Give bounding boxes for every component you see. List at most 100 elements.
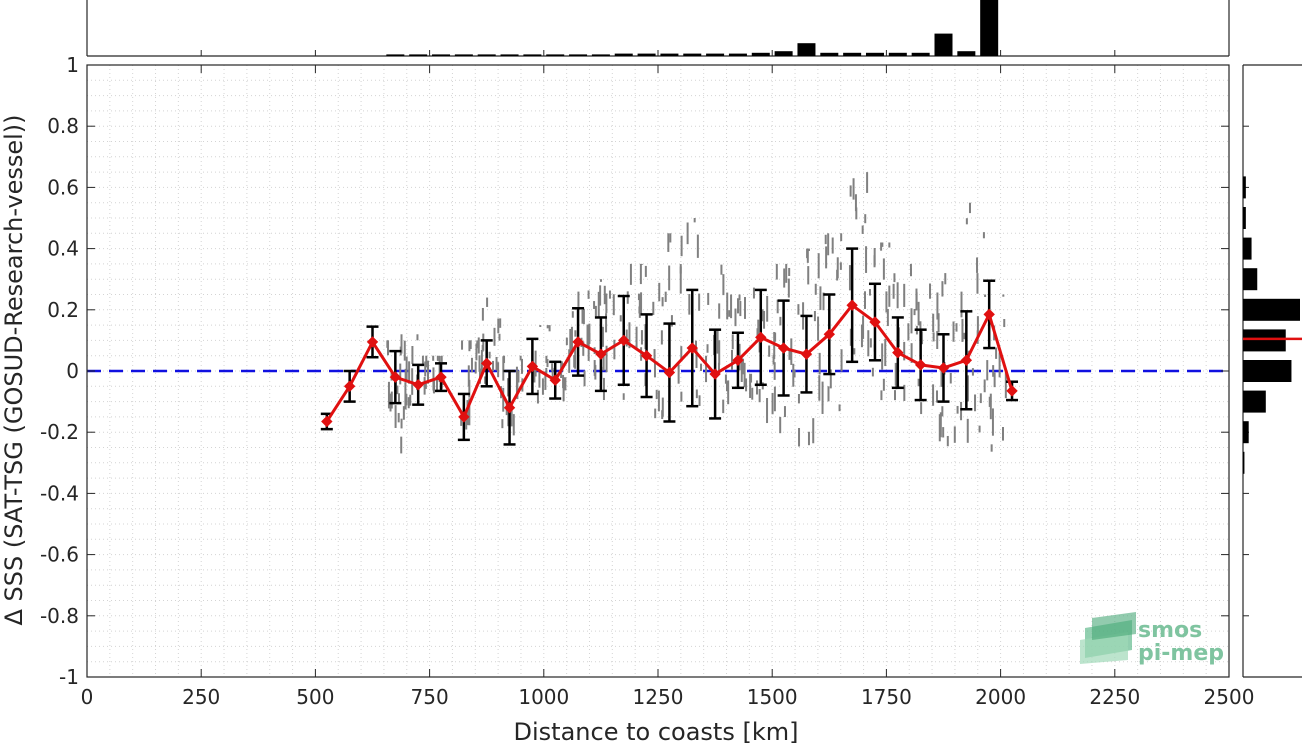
- y-tick-label: 0: [66, 359, 79, 383]
- top-hist-bar: [569, 54, 588, 56]
- top-hist-bar: [660, 53, 679, 56]
- y-tick-label: -0.4: [40, 481, 79, 505]
- logo-line1: smos: [1138, 618, 1202, 643]
- top-hist-bar: [500, 54, 519, 56]
- mean-point: [389, 371, 402, 383]
- mean-point: [983, 308, 995, 321]
- mean-point: [960, 354, 973, 366]
- mean-point: [800, 348, 813, 360]
- y-tick-label: 0.6: [47, 175, 79, 199]
- x-tick-label: 1000: [518, 685, 569, 709]
- top-hist-bar: [751, 52, 770, 56]
- axis-ticks: 0 250 500 750 1000 1250 1500 1750 2000 2250 2500 -1…: [40, 50, 1254, 709]
- top-hist-bar: [706, 53, 725, 56]
- mean-point: [777, 342, 790, 354]
- mean-point: [709, 368, 721, 380]
- right-hist-bar: [1243, 390, 1266, 413]
- smos-pimep-logo: smos pi-mep: [1080, 612, 1224, 666]
- mean-point: [321, 415, 333, 428]
- right-hist-bar: [1243, 329, 1286, 352]
- mean-line: [321, 299, 1018, 428]
- mean-point: [914, 359, 927, 371]
- top-hist-bar: [591, 54, 610, 56]
- right-hist-bar: [1243, 176, 1246, 199]
- mean-point: [663, 366, 676, 379]
- y-tick-label: -0.8: [40, 604, 79, 628]
- top-hist-bar: [911, 52, 930, 56]
- top-hist-bar: [820, 52, 839, 56]
- logo-wave-icon: [1080, 612, 1136, 664]
- right-hist-bar: [1243, 237, 1252, 260]
- right-histogram: [1243, 176, 1302, 474]
- y-tick-label: -0.6: [40, 543, 79, 567]
- x-tick-label: 750: [411, 685, 449, 709]
- x-tick-label: 2500: [1204, 685, 1255, 709]
- top-histogram: [386, 0, 999, 56]
- x-tick-label: 1750: [861, 685, 912, 709]
- x-tick-label: 1250: [633, 685, 684, 709]
- x-tick-label: 500: [296, 685, 334, 709]
- top-hist-bar: [386, 54, 405, 56]
- x-tick-label: 1500: [747, 685, 798, 709]
- top-hist-bar: [546, 54, 565, 56]
- y-tick-label: 0.4: [47, 237, 79, 261]
- mean-point: [412, 379, 424, 391]
- right-hist-bar: [1243, 207, 1246, 229]
- top-hist-bar: [888, 52, 907, 56]
- top-hist-bar: [728, 53, 747, 56]
- right-hist-bar: [1243, 421, 1249, 444]
- top-hist-bar: [637, 53, 656, 56]
- mean-point: [869, 316, 881, 328]
- y-tick-label: -1: [59, 665, 79, 689]
- mean-point: [595, 348, 607, 360]
- logo-line2: pi-mep: [1138, 641, 1224, 666]
- mean-point: [618, 334, 630, 347]
- mean-point: [755, 331, 767, 344]
- top-hist-bar: [683, 53, 702, 56]
- mean-point: [458, 411, 470, 423]
- top-hist-bar: [934, 33, 953, 56]
- mean-point: [937, 362, 950, 374]
- top-hist-bar: [957, 51, 976, 56]
- scatter-points: [386, 172, 1007, 454]
- top-hist-bar: [477, 54, 496, 56]
- mean-point: [640, 349, 653, 362]
- right-hist-bar: [1243, 360, 1292, 382]
- mean-point: [435, 371, 447, 383]
- x-axis-label: Distance to coasts [km]: [514, 718, 799, 745]
- mean-point: [572, 336, 584, 348]
- y-axis-label: Δ SSS (SAT-TSG (GOSUD-Research-vessel)): [0, 114, 28, 625]
- x-tick-label: 2250: [1089, 685, 1140, 709]
- top-hist-bar: [980, 0, 999, 56]
- mean-point: [686, 342, 698, 354]
- right-hist-bar: [1243, 451, 1245, 474]
- top-hist-bar: [432, 54, 451, 56]
- mean-point: [503, 402, 516, 414]
- y-tick-label: 0.2: [47, 298, 79, 322]
- top-hist-bar: [454, 54, 473, 56]
- y-tick-label: 1: [66, 53, 79, 77]
- mean-point: [892, 346, 904, 359]
- mean-point: [732, 354, 744, 366]
- mean-point: [366, 336, 379, 348]
- mean-point: [823, 328, 836, 340]
- top-hist-bar: [774, 51, 793, 56]
- x-tick-label: 2000: [975, 685, 1026, 709]
- y-tick-label: 0.8: [47, 114, 79, 138]
- mean-point: [480, 357, 493, 370]
- top-hist-bar: [843, 52, 862, 56]
- top-hist-bar: [409, 54, 428, 56]
- mean-point: [549, 374, 561, 386]
- top-hist-bar: [523, 54, 542, 56]
- right-hist-bar: [1243, 298, 1300, 321]
- top-hist-bar: [865, 52, 884, 56]
- mean-point: [1006, 385, 1018, 397]
- y-tick-label: -0.2: [40, 420, 79, 444]
- mean-point: [343, 380, 356, 393]
- top-hist-bar: [614, 53, 633, 56]
- x-tick-label: 0: [81, 685, 94, 709]
- mean-point: [526, 360, 539, 373]
- x-tick-label: 250: [182, 685, 220, 709]
- top-hist-bar: [797, 43, 816, 56]
